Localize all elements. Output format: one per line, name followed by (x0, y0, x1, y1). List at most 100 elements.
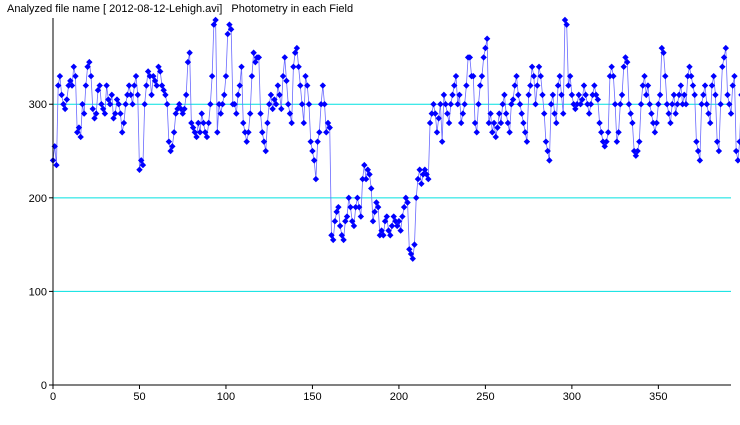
data-point (566, 72, 574, 80)
data-point (470, 72, 477, 80)
data-point (352, 203, 359, 211)
data-point (75, 124, 83, 131)
data-point (222, 72, 230, 80)
data-point (525, 91, 532, 99)
data-point (58, 91, 65, 99)
data-point (558, 91, 565, 99)
data-point (681, 91, 688, 99)
data-point (466, 54, 474, 61)
data-point (591, 82, 598, 89)
data-point (79, 101, 86, 108)
data-point (108, 91, 116, 99)
data-point (60, 101, 67, 108)
axes (52, 18, 731, 386)
data-point (599, 138, 607, 145)
data-point (527, 82, 534, 89)
data-point (499, 101, 506, 108)
data-point (561, 16, 569, 24)
data-point (129, 101, 136, 108)
data-point (719, 63, 726, 70)
data-point (413, 194, 420, 202)
data-point (378, 227, 385, 234)
data-point (662, 72, 669, 80)
data-point (407, 250, 415, 258)
data-point (193, 133, 200, 141)
data-point (321, 101, 328, 108)
y-axis-ticks: 0 100 200 300 (29, 99, 53, 392)
data-point (598, 129, 605, 136)
data-point (224, 30, 231, 38)
data-point (717, 101, 724, 108)
data-point (601, 143, 608, 150)
data-point (215, 101, 223, 108)
data-point (163, 101, 171, 108)
data-point (700, 91, 707, 99)
data-point (350, 222, 358, 230)
data-point (155, 63, 162, 70)
data-point (703, 101, 710, 108)
data-point (167, 147, 174, 155)
data-point (430, 101, 437, 108)
data-point (115, 101, 122, 108)
data-point (416, 166, 423, 173)
data-point (203, 133, 211, 141)
data-point (483, 35, 491, 42)
data-point (184, 58, 192, 66)
data-point (513, 72, 520, 80)
data-point (117, 110, 124, 117)
data-point (582, 91, 589, 99)
data-point (345, 194, 352, 202)
data-point (288, 119, 295, 127)
data-point (151, 77, 159, 85)
data-point (471, 119, 479, 127)
data-point (84, 63, 91, 70)
data-point (560, 110, 567, 117)
data-point (195, 119, 202, 127)
data-point (438, 138, 446, 145)
data-point (127, 91, 135, 99)
data-point (272, 101, 280, 108)
data-point (653, 119, 660, 127)
data-point (96, 82, 103, 89)
data-point (418, 180, 425, 187)
x-tick-label: 0 (50, 391, 56, 403)
data-point (333, 208, 340, 216)
data-point (636, 138, 643, 145)
data-point (592, 91, 600, 99)
data-point (374, 203, 382, 211)
data-point (425, 175, 432, 183)
data-point (708, 82, 716, 89)
data-point (207, 101, 214, 108)
data-point (276, 91, 283, 99)
data-point (297, 82, 304, 89)
data-point (138, 157, 145, 164)
data-point (357, 213, 365, 220)
data-point (99, 105, 107, 113)
data-point (442, 101, 449, 108)
data-point (482, 44, 489, 52)
data-point (399, 213, 406, 220)
data-point (196, 129, 204, 136)
data-point (316, 129, 323, 136)
data-point (677, 82, 685, 89)
data-point (74, 129, 81, 136)
data-point (570, 101, 577, 108)
data-point (421, 166, 429, 173)
data-point (494, 124, 501, 131)
data-point (705, 110, 712, 117)
data-point (290, 63, 297, 70)
data-point (432, 110, 439, 117)
y-tick-label: 300 (29, 99, 47, 111)
data-point (132, 72, 140, 80)
data-point (113, 96, 121, 103)
data-point (698, 101, 705, 108)
data-point (501, 91, 508, 99)
data-point (492, 133, 499, 141)
data-point (627, 110, 634, 117)
data-point (77, 133, 84, 141)
data-point (260, 138, 268, 145)
data-point (354, 194, 361, 202)
data-point (646, 101, 653, 108)
data-point (485, 119, 493, 127)
